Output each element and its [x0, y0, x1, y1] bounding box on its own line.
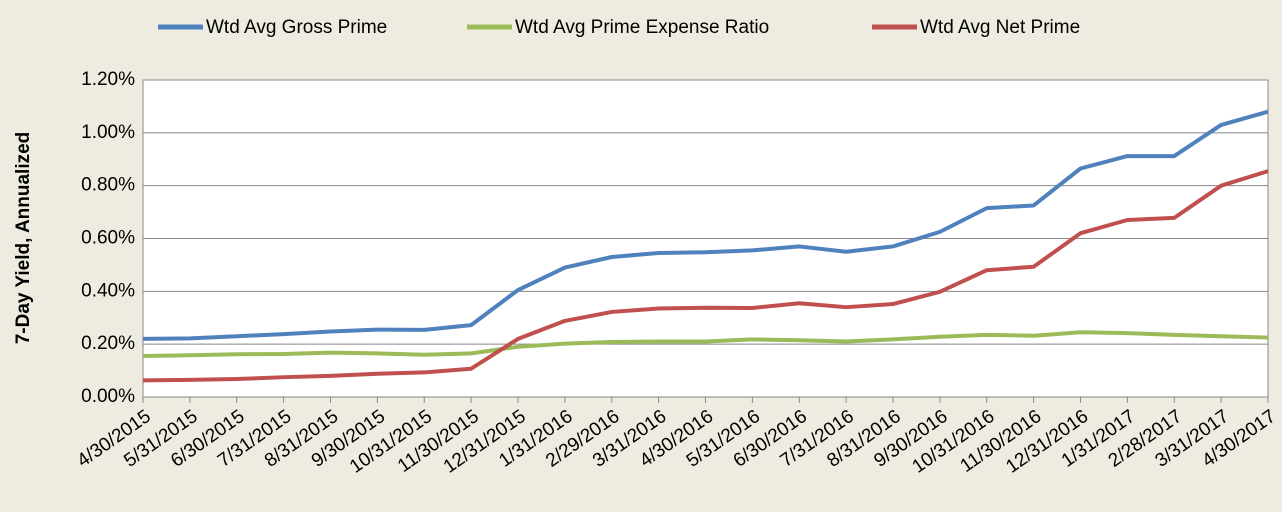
y-tick-label: 0.00%	[81, 386, 135, 407]
series-line	[142, 169, 1269, 383]
series-line	[142, 330, 1269, 359]
y-tick-label: 0.20%	[81, 333, 135, 354]
series-line	[142, 109, 1269, 341]
legend-label: Wtd Avg Gross Prime	[206, 17, 387, 38]
legend-label: Wtd Avg Prime Expense Ratio	[515, 17, 769, 38]
y-tick-label: 0.60%	[81, 228, 135, 249]
y-tick-label: 0.80%	[81, 175, 135, 196]
legend-label: Wtd Avg Net Prime	[920, 17, 1080, 38]
y-tick-label: 1.20%	[81, 69, 135, 90]
y-axis-label: 7-Day Yield, Annualized	[13, 132, 34, 345]
y-tick-label: 0.40%	[81, 280, 135, 301]
y-tick-label: 1.00%	[81, 122, 135, 143]
